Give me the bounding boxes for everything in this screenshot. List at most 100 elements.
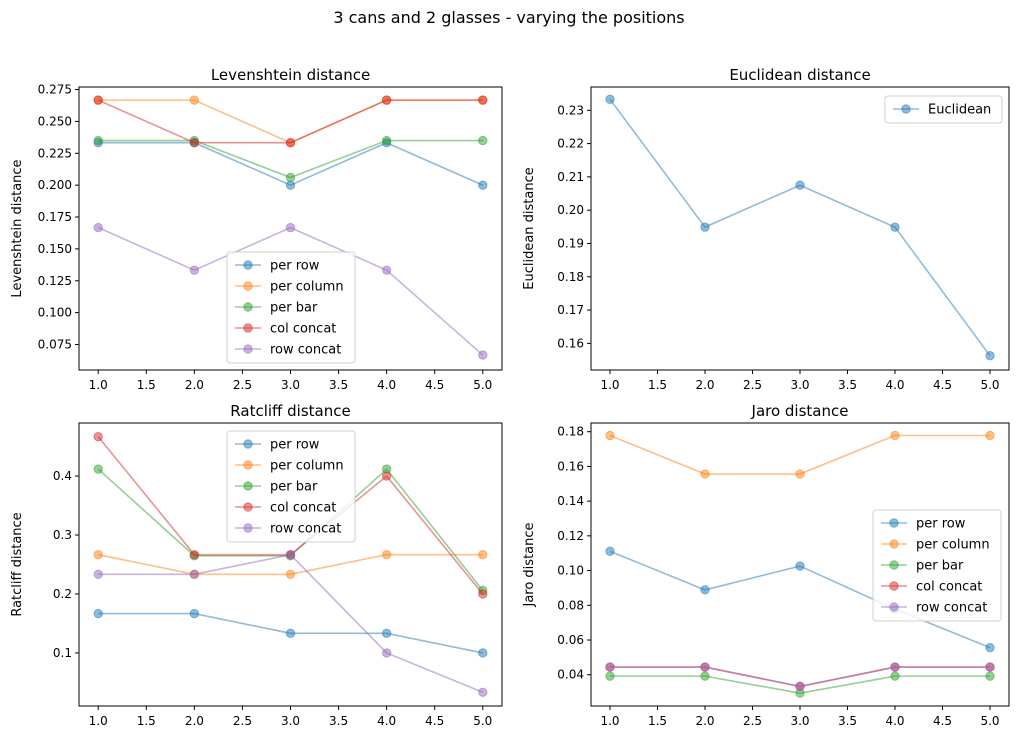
legend-item: per column — [881, 538, 990, 553]
legend-label: per row — [916, 517, 966, 532]
data-point — [189, 569, 200, 580]
y-axis-label: Jaro distance — [522, 522, 537, 607]
data-point — [381, 648, 392, 658]
legend-marker — [243, 502, 253, 512]
data-point — [93, 432, 103, 442]
y-axis-label: Ratcliff distance — [10, 512, 25, 616]
x-tick-label: 2.0 — [185, 378, 204, 392]
legend-item: col concat — [881, 580, 982, 595]
chart-euclidean-distance: Euclidean distance Euclidean distance 1.0 1… — [522, 66, 1010, 392]
chart-levenshtein-distance: Levenshtein distance Levenshtein distance… — [10, 66, 503, 392]
x-tick-label: 2.5 — [743, 378, 762, 392]
legend-marker — [243, 523, 253, 533]
x-tick-label: 1.5 — [137, 378, 156, 392]
series-per-bar — [605, 671, 995, 698]
x-tick-label: 3.5 — [329, 714, 348, 728]
y-tick-label: 0.175 — [38, 210, 72, 224]
data-point — [285, 569, 296, 580]
legend-item: row concat — [235, 343, 341, 358]
legend-marker — [243, 439, 253, 449]
data-point — [605, 546, 615, 557]
legend-item: row concat — [881, 601, 987, 616]
y-tick-label: 0.08 — [557, 598, 584, 612]
series-row-concat — [93, 222, 488, 360]
chart-jaro-distance: Jaro distance Jaro distance 1.0 1.5 2.0 2.5 3.… — [522, 402, 1010, 728]
y-tick-label: 0.04 — [557, 668, 584, 682]
y-tick-label: 0.275 — [38, 83, 72, 97]
legend-label: row concat — [270, 343, 341, 358]
x-tick-label: 1.5 — [648, 378, 667, 392]
y-axis-label: Euclidean distance — [522, 167, 537, 290]
data-point — [285, 180, 296, 190]
x-tick-label: 4.0 — [377, 714, 396, 728]
chart-title: Levenshtein distance — [211, 66, 370, 84]
legend-label: col concat — [270, 322, 336, 337]
data-point — [189, 138, 200, 148]
legend: Euclidean — [884, 95, 1003, 124]
legend-item: per bar — [235, 301, 318, 316]
legend-marker — [243, 260, 253, 270]
y-tick-label: 0.075 — [38, 338, 72, 352]
legend-item: per row — [881, 517, 966, 532]
x-tick-label: 4.5 — [425, 714, 444, 728]
data-point — [93, 135, 103, 146]
series-col-concat — [93, 95, 488, 148]
data-point — [381, 265, 392, 275]
figure-suptitle: 3 cans and 2 glasses - varying the posit… — [333, 8, 685, 27]
legend-item: per bar — [881, 559, 964, 574]
chart-ratcliff-distance: Ratcliff distance Ratcliff distance 1.0 1.5… — [10, 402, 503, 728]
data-point — [285, 222, 296, 233]
legend-frame — [872, 509, 1002, 622]
legend-label: col concat — [916, 580, 982, 595]
legend: per row per column per bar col concat row co… — [872, 509, 1002, 622]
data-point — [93, 464, 103, 474]
series-per-row — [93, 608, 488, 658]
data-point — [605, 662, 615, 672]
data-point — [478, 95, 488, 105]
legend-marker — [889, 518, 899, 528]
x-tick-label: 5.0 — [980, 714, 999, 728]
data-point — [890, 662, 900, 672]
y-tick-label: 0.1 — [53, 646, 72, 660]
data-point — [985, 350, 995, 361]
series-euclidean — [605, 94, 995, 361]
legend-marker — [243, 281, 253, 291]
y-tick-label: 0.16 — [557, 336, 584, 350]
x-tick-label: 3.5 — [329, 378, 348, 392]
x-tick-label: 2.5 — [743, 714, 762, 728]
x-tick-label: 2.0 — [695, 378, 714, 392]
data-point — [93, 549, 103, 560]
y-tick-label: 0.16 — [557, 459, 584, 473]
y-tick-label: 0.2 — [53, 587, 72, 601]
legend-marker — [243, 344, 253, 354]
legend-label: per bar — [270, 480, 318, 495]
y-tick-label: 0.10 — [557, 564, 584, 578]
data-point — [700, 671, 710, 681]
y-tick-label: 0.3 — [53, 528, 72, 542]
legend-marker — [889, 581, 899, 591]
data-point — [478, 180, 488, 190]
data-point — [381, 135, 392, 146]
series-row-concat — [93, 549, 488, 697]
y-tick-label: 0.20 — [557, 203, 584, 217]
x-tick-label: 4.0 — [377, 378, 396, 392]
legend-label: per column — [270, 280, 344, 295]
data-point — [890, 222, 900, 232]
y-tick-label: 0.12 — [557, 529, 584, 543]
data-point — [478, 549, 488, 560]
y-tick-label: 0.225 — [38, 146, 72, 160]
legend-item: per column — [235, 459, 344, 474]
data-point — [189, 265, 200, 275]
data-point — [985, 662, 995, 672]
legend-marker — [243, 460, 253, 470]
x-tick-label: 5.0 — [473, 714, 492, 728]
data-point — [605, 430, 615, 441]
y-tick-label: 0.18 — [557, 270, 584, 284]
legend-frame — [226, 430, 356, 543]
data-point — [93, 569, 103, 580]
data-point — [795, 469, 805, 479]
y-tick-label: 0.18 — [557, 425, 584, 439]
y-tick-label: 0.22 — [557, 137, 584, 151]
